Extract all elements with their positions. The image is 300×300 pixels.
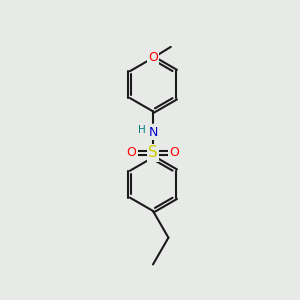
Text: O: O [127,146,136,160]
Text: N: N [148,126,158,139]
Text: S: S [148,146,158,160]
Text: H: H [138,125,146,135]
Text: O: O [148,51,158,64]
Text: O: O [169,146,179,160]
